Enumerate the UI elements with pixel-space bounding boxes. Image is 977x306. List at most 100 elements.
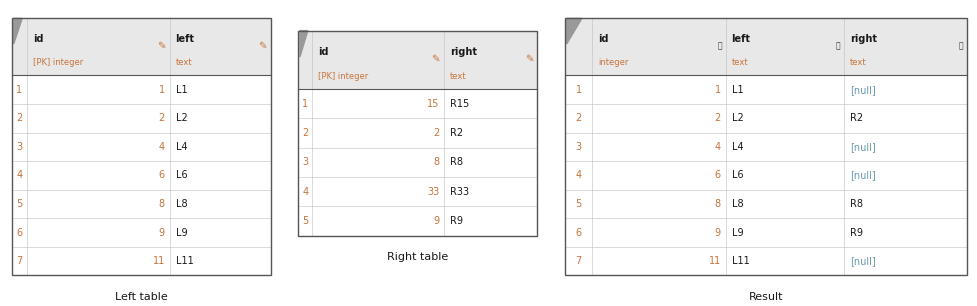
Text: 8: 8	[715, 199, 721, 209]
Bar	[12, 190, 271, 218]
Text: 3: 3	[302, 157, 308, 167]
Text: 3: 3	[575, 142, 581, 152]
Text: id: id	[319, 47, 328, 57]
Text: [null]: [null]	[850, 256, 875, 266]
Text: 2: 2	[714, 113, 721, 123]
Bar	[12, 218, 271, 247]
Text: L9: L9	[176, 228, 188, 237]
Text: R9: R9	[449, 216, 463, 226]
Bar	[298, 177, 537, 206]
Text: ✎: ✎	[157, 41, 166, 51]
Text: 5: 5	[17, 199, 22, 209]
Text: 6: 6	[158, 170, 165, 181]
Text: left: left	[176, 34, 194, 44]
Text: 7: 7	[575, 256, 581, 266]
Text: 5: 5	[575, 199, 581, 209]
Text: 8: 8	[158, 199, 165, 209]
Text: 1: 1	[575, 85, 581, 95]
Text: right: right	[850, 34, 876, 44]
Text: 1: 1	[17, 85, 22, 95]
Text: 1: 1	[158, 85, 165, 95]
Text: text: text	[850, 58, 867, 67]
Bar	[565, 18, 967, 76]
Bar	[12, 247, 271, 275]
Text: R2: R2	[850, 113, 863, 123]
Text: 9: 9	[433, 216, 439, 226]
Bar	[12, 18, 271, 275]
Text: L8: L8	[732, 199, 743, 209]
Bar	[565, 161, 967, 190]
Text: ✎: ✎	[431, 54, 440, 64]
Text: 4: 4	[302, 187, 308, 197]
Text: L11: L11	[176, 256, 193, 266]
Text: 4: 4	[715, 142, 721, 152]
Text: 9: 9	[158, 228, 165, 237]
Text: L2: L2	[176, 113, 188, 123]
Text: [PK] integer: [PK] integer	[319, 72, 368, 80]
Text: [null]: [null]	[850, 170, 875, 181]
Text: L6: L6	[176, 170, 188, 181]
Bar	[298, 118, 537, 148]
Text: 8: 8	[433, 157, 439, 167]
Text: 🔒: 🔒	[958, 41, 963, 50]
Text: 6: 6	[575, 228, 581, 237]
Text: R33: R33	[449, 187, 469, 197]
Bar	[298, 89, 537, 118]
Bar	[298, 206, 537, 236]
Text: R9: R9	[850, 228, 863, 237]
Polygon shape	[567, 18, 582, 44]
Text: 2: 2	[575, 113, 581, 123]
Text: integer: integer	[598, 58, 628, 67]
Bar	[565, 247, 967, 275]
Text: id: id	[598, 34, 609, 44]
Text: [PK] integer: [PK] integer	[33, 58, 83, 67]
Text: R8: R8	[850, 199, 863, 209]
Text: L2: L2	[732, 113, 743, 123]
Text: L11: L11	[732, 256, 749, 266]
Text: 3: 3	[17, 142, 22, 152]
Text: text: text	[449, 72, 466, 80]
Bar	[12, 132, 271, 161]
Text: L6: L6	[732, 170, 743, 181]
Text: text: text	[176, 58, 192, 67]
Text: 4: 4	[575, 170, 581, 181]
Text: ✎: ✎	[258, 41, 267, 51]
Text: 6: 6	[17, 228, 22, 237]
Text: Right table: Right table	[387, 252, 448, 263]
Text: L8: L8	[176, 199, 188, 209]
Text: 🔒: 🔒	[835, 41, 840, 50]
Text: text: text	[732, 58, 748, 67]
Bar	[298, 31, 537, 89]
Bar	[12, 104, 271, 132]
Text: 4: 4	[17, 170, 22, 181]
Text: left: left	[732, 34, 750, 44]
Text: L1: L1	[732, 85, 743, 95]
Text: R15: R15	[449, 99, 469, 109]
Text: [null]: [null]	[850, 142, 875, 152]
Bar	[565, 218, 967, 247]
Text: id: id	[33, 34, 44, 44]
Text: L4: L4	[176, 142, 188, 152]
Bar	[565, 18, 967, 275]
Text: 33: 33	[427, 187, 439, 197]
Bar	[298, 31, 537, 236]
Text: 7: 7	[17, 256, 22, 266]
Text: Left table: Left table	[115, 292, 167, 302]
Text: L4: L4	[732, 142, 743, 152]
Text: 5: 5	[302, 216, 309, 226]
Text: 11: 11	[152, 256, 165, 266]
Text: 2: 2	[433, 128, 439, 138]
Bar	[12, 18, 271, 76]
Text: 6: 6	[715, 170, 721, 181]
Text: [null]: [null]	[850, 85, 875, 95]
Text: 🔒: 🔒	[717, 41, 722, 50]
Text: 2: 2	[158, 113, 165, 123]
Text: 1: 1	[715, 85, 721, 95]
Text: R8: R8	[449, 157, 463, 167]
Bar	[12, 161, 271, 190]
Bar	[565, 132, 967, 161]
Bar	[565, 104, 967, 132]
Polygon shape	[300, 31, 308, 57]
Text: 15: 15	[427, 99, 439, 109]
Text: 1: 1	[302, 99, 308, 109]
